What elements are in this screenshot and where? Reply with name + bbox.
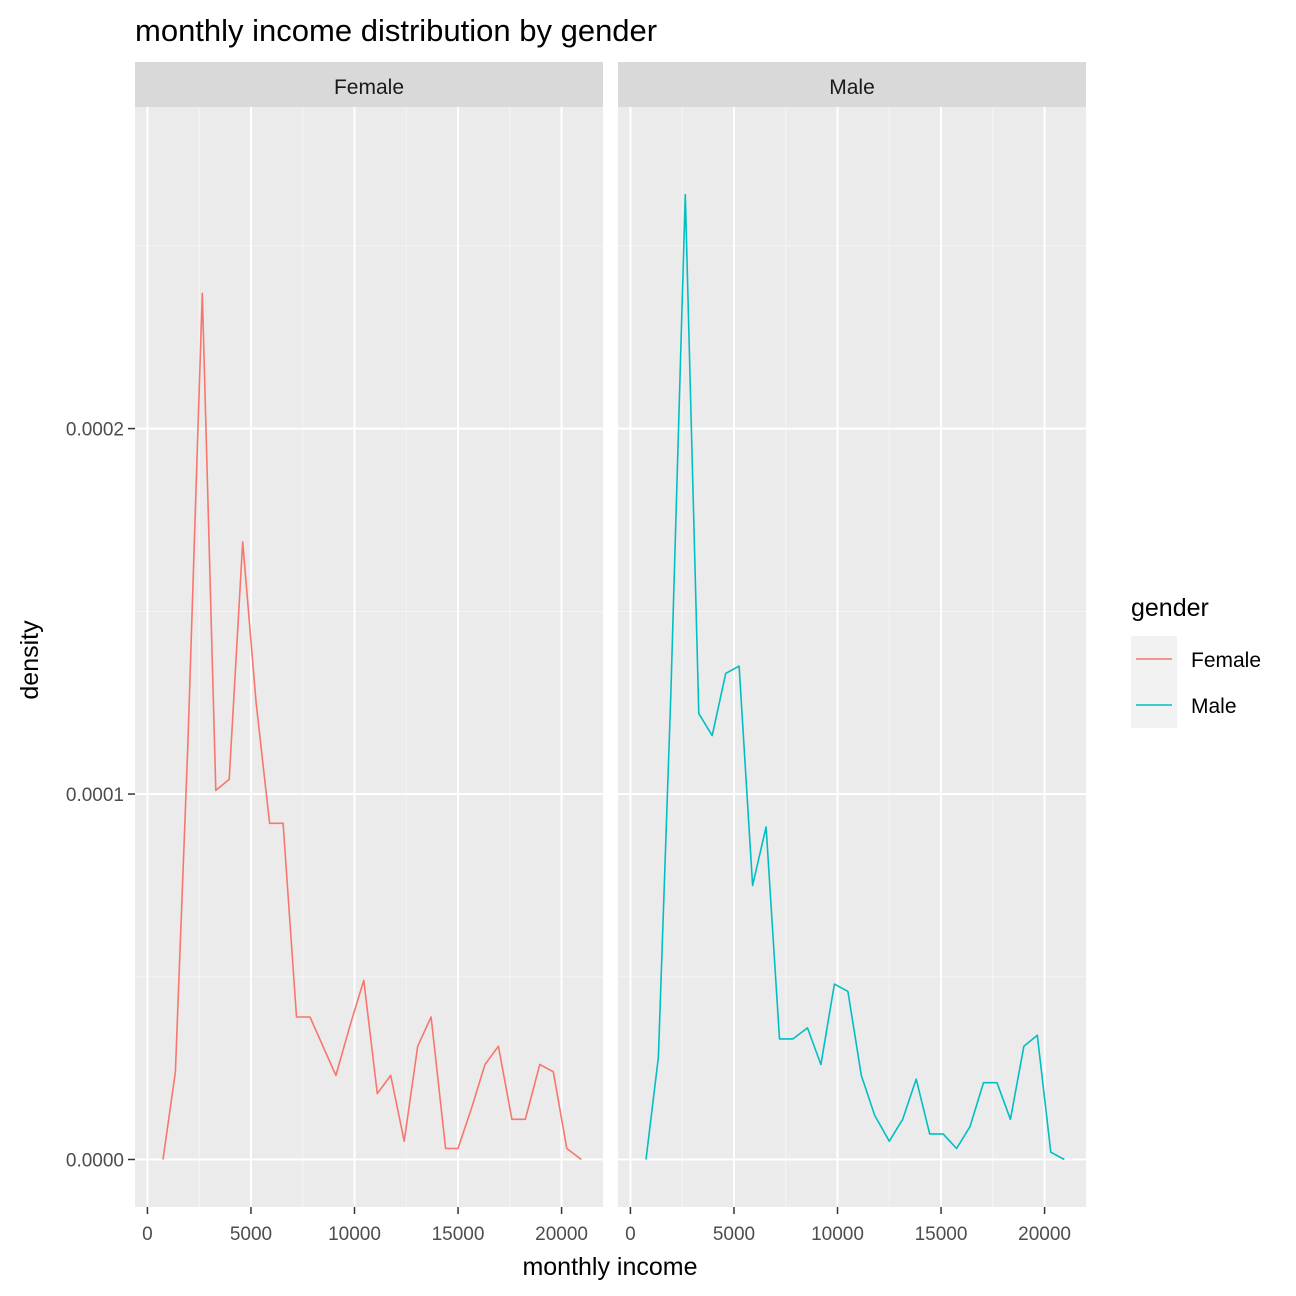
- y-tick-label: 0.0002: [66, 420, 124, 441]
- panel-background: [135, 107, 603, 1207]
- facet-label-female: Female: [334, 76, 404, 99]
- x-tick-label: 5000: [713, 1224, 755, 1245]
- series-line-female: [162, 292, 582, 1161]
- x-tick-label: 10000: [811, 1224, 864, 1245]
- facet-label-male: Male: [829, 76, 875, 99]
- x-tick-label: 0: [142, 1224, 153, 1245]
- legend-title: gender: [1131, 594, 1209, 622]
- panel-female: Female 0 5000 10000 15000 20000 0.0000 0.0001 0.…: [66, 62, 603, 1245]
- legend-label-male: Male: [1191, 695, 1237, 718]
- x-tick-label: 0: [625, 1224, 636, 1245]
- chart-title: monthly income distribution by gender: [135, 13, 657, 48]
- x-tick-label: 20000: [535, 1224, 588, 1245]
- legend-label-female: Female: [1191, 649, 1261, 672]
- x-tick-label: 20000: [1018, 1224, 1071, 1245]
- facet-strip-male: [618, 62, 1086, 107]
- x-tick-label: 15000: [915, 1224, 968, 1245]
- y-tick-label: 0.0000: [66, 1150, 124, 1171]
- legend: gender Female Male: [1131, 594, 1261, 728]
- x-tick-label: 5000: [230, 1224, 272, 1245]
- panel-male: Male 0 5000 10000 15000 20000: [618, 62, 1086, 1245]
- x-tick-label: 10000: [328, 1224, 381, 1245]
- y-axis-title: density: [16, 620, 44, 700]
- facet-strip-female: [135, 62, 603, 107]
- y-tick-label: 0.0001: [66, 785, 124, 806]
- panel-background: [618, 107, 1086, 1207]
- x-tick-label: 15000: [432, 1224, 485, 1245]
- series-line-male: [645, 193, 1065, 1161]
- x-axis-title: monthly income: [522, 1253, 697, 1281]
